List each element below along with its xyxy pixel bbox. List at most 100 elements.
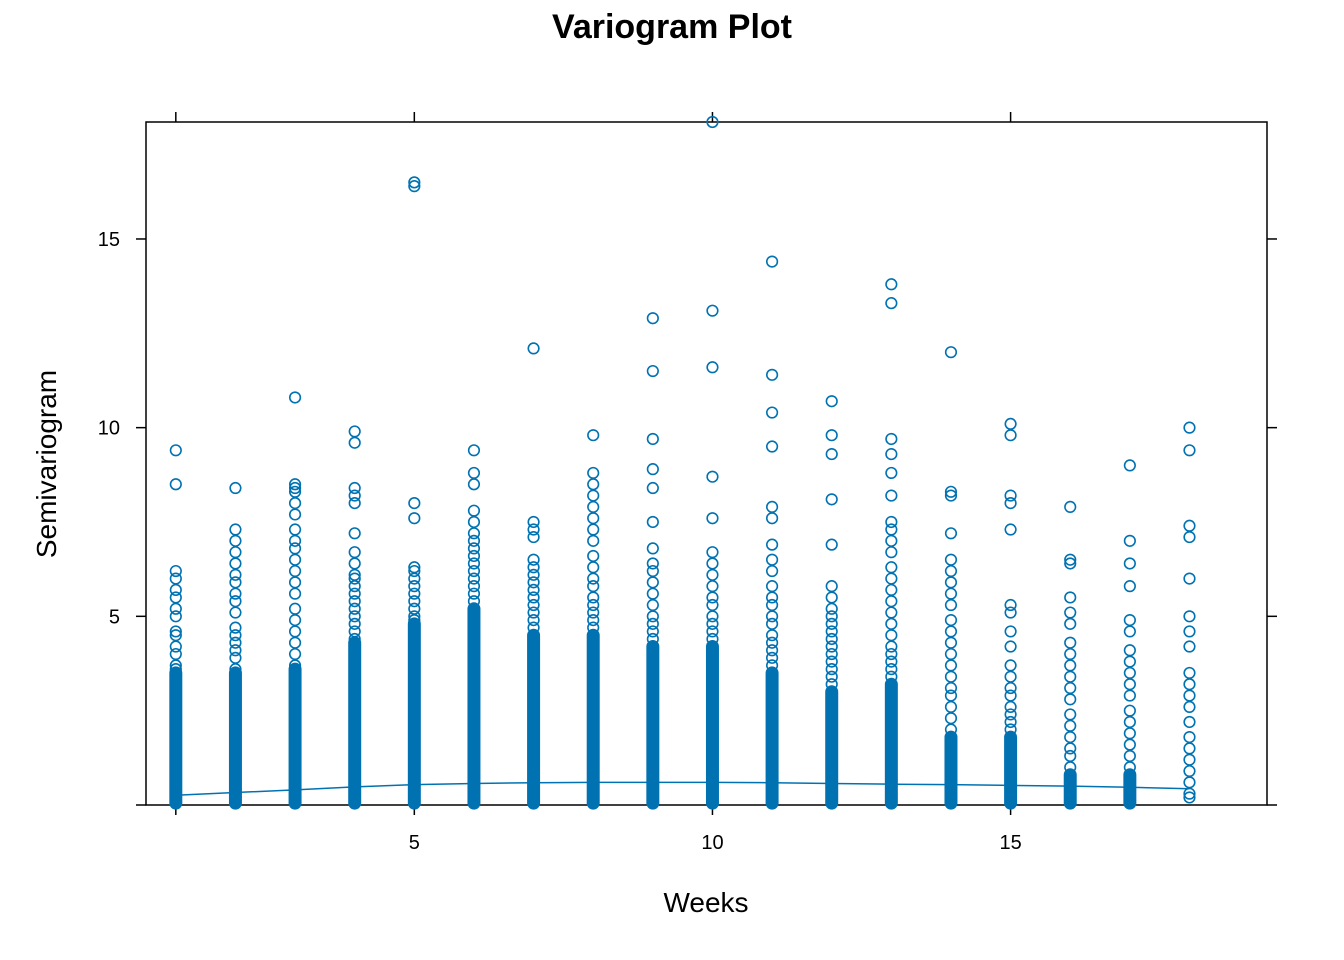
dense-point-stack	[1004, 730, 1018, 810]
data-point	[288, 587, 302, 600]
data-point	[944, 659, 958, 672]
data-point	[467, 587, 481, 600]
data-point	[408, 587, 421, 600]
data-point	[527, 583, 540, 597]
data-point	[1004, 429, 1017, 442]
data-point	[288, 542, 302, 555]
data-point	[885, 655, 898, 668]
data-points	[169, 115, 1196, 810]
data-point	[825, 663, 838, 676]
data-point	[587, 523, 600, 536]
data-point	[1004, 523, 1017, 536]
data-point	[169, 602, 182, 615]
x-tick-label: 5	[409, 832, 420, 854]
data-point	[169, 572, 182, 585]
data-point	[587, 572, 600, 585]
data-point	[944, 485, 958, 498]
data-point	[1064, 681, 1077, 695]
data-point	[1123, 625, 1136, 638]
data-point	[765, 617, 779, 630]
data-point	[467, 527, 481, 540]
data-point	[885, 515, 898, 529]
data-point	[706, 580, 719, 593]
data-point	[229, 568, 242, 581]
data-point	[1064, 659, 1077, 672]
data-point	[229, 481, 242, 495]
data-point	[765, 406, 779, 419]
data-point	[1004, 708, 1017, 721]
data-point	[646, 515, 659, 529]
data-point	[527, 613, 540, 627]
data-point	[348, 436, 361, 449]
data-point	[169, 478, 182, 491]
data-point	[527, 568, 540, 581]
data-point	[467, 580, 481, 593]
data-point	[885, 583, 898, 597]
data-point	[467, 444, 481, 457]
data-point	[825, 602, 838, 615]
y-tick-label: 15	[98, 229, 120, 251]
data-point	[1064, 617, 1077, 630]
data-point	[348, 595, 361, 608]
data-point	[885, 432, 898, 446]
data-point	[885, 447, 898, 461]
data-point	[348, 625, 361, 638]
data-point	[288, 576, 302, 589]
data-point	[885, 489, 898, 502]
data-point	[825, 655, 838, 668]
data-point	[348, 572, 361, 585]
data-point	[765, 538, 779, 551]
data-point	[1004, 598, 1017, 612]
data-point	[1064, 742, 1077, 755]
data-point	[765, 368, 779, 381]
data-point	[527, 598, 540, 612]
data-point	[288, 625, 302, 638]
data-point	[1183, 444, 1196, 457]
data-point	[229, 587, 242, 600]
data-point	[527, 553, 540, 566]
dense-point-stack	[586, 628, 600, 810]
data-point	[1183, 764, 1196, 778]
data-point	[288, 523, 302, 536]
data-point	[1183, 753, 1196, 766]
data-point	[288, 391, 302, 404]
data-point	[348, 489, 361, 502]
data-point	[467, 466, 481, 480]
data-point	[467, 542, 481, 555]
data-point	[1123, 715, 1136, 729]
data-point	[348, 602, 361, 615]
data-point	[169, 640, 182, 653]
data-point	[706, 617, 719, 630]
data-point	[646, 576, 659, 589]
data-point	[288, 602, 302, 615]
data-point	[885, 663, 898, 676]
data-point	[229, 595, 242, 608]
data-point	[348, 617, 361, 630]
data-point	[467, 478, 481, 491]
data-point	[229, 523, 242, 536]
data-point	[229, 576, 242, 589]
data-point	[825, 678, 838, 691]
data-point	[1004, 700, 1017, 713]
data-point	[169, 629, 182, 642]
data-point	[1064, 500, 1077, 513]
data-point	[587, 621, 600, 634]
data-point	[229, 534, 242, 547]
data-point	[288, 508, 302, 521]
data-point	[944, 689, 958, 702]
data-point	[706, 557, 719, 570]
data-point	[825, 610, 838, 623]
data-point	[1183, 640, 1196, 653]
data-point	[825, 617, 838, 630]
data-point	[169, 647, 182, 661]
data-point	[765, 440, 779, 453]
data-point	[706, 598, 719, 612]
data-point	[587, 606, 600, 619]
data-point	[587, 591, 600, 604]
data-point	[408, 602, 421, 615]
data-point	[825, 395, 838, 408]
data-point	[765, 255, 779, 268]
data-point	[1064, 606, 1077, 619]
data-point	[467, 534, 481, 547]
data-point	[1123, 644, 1136, 657]
